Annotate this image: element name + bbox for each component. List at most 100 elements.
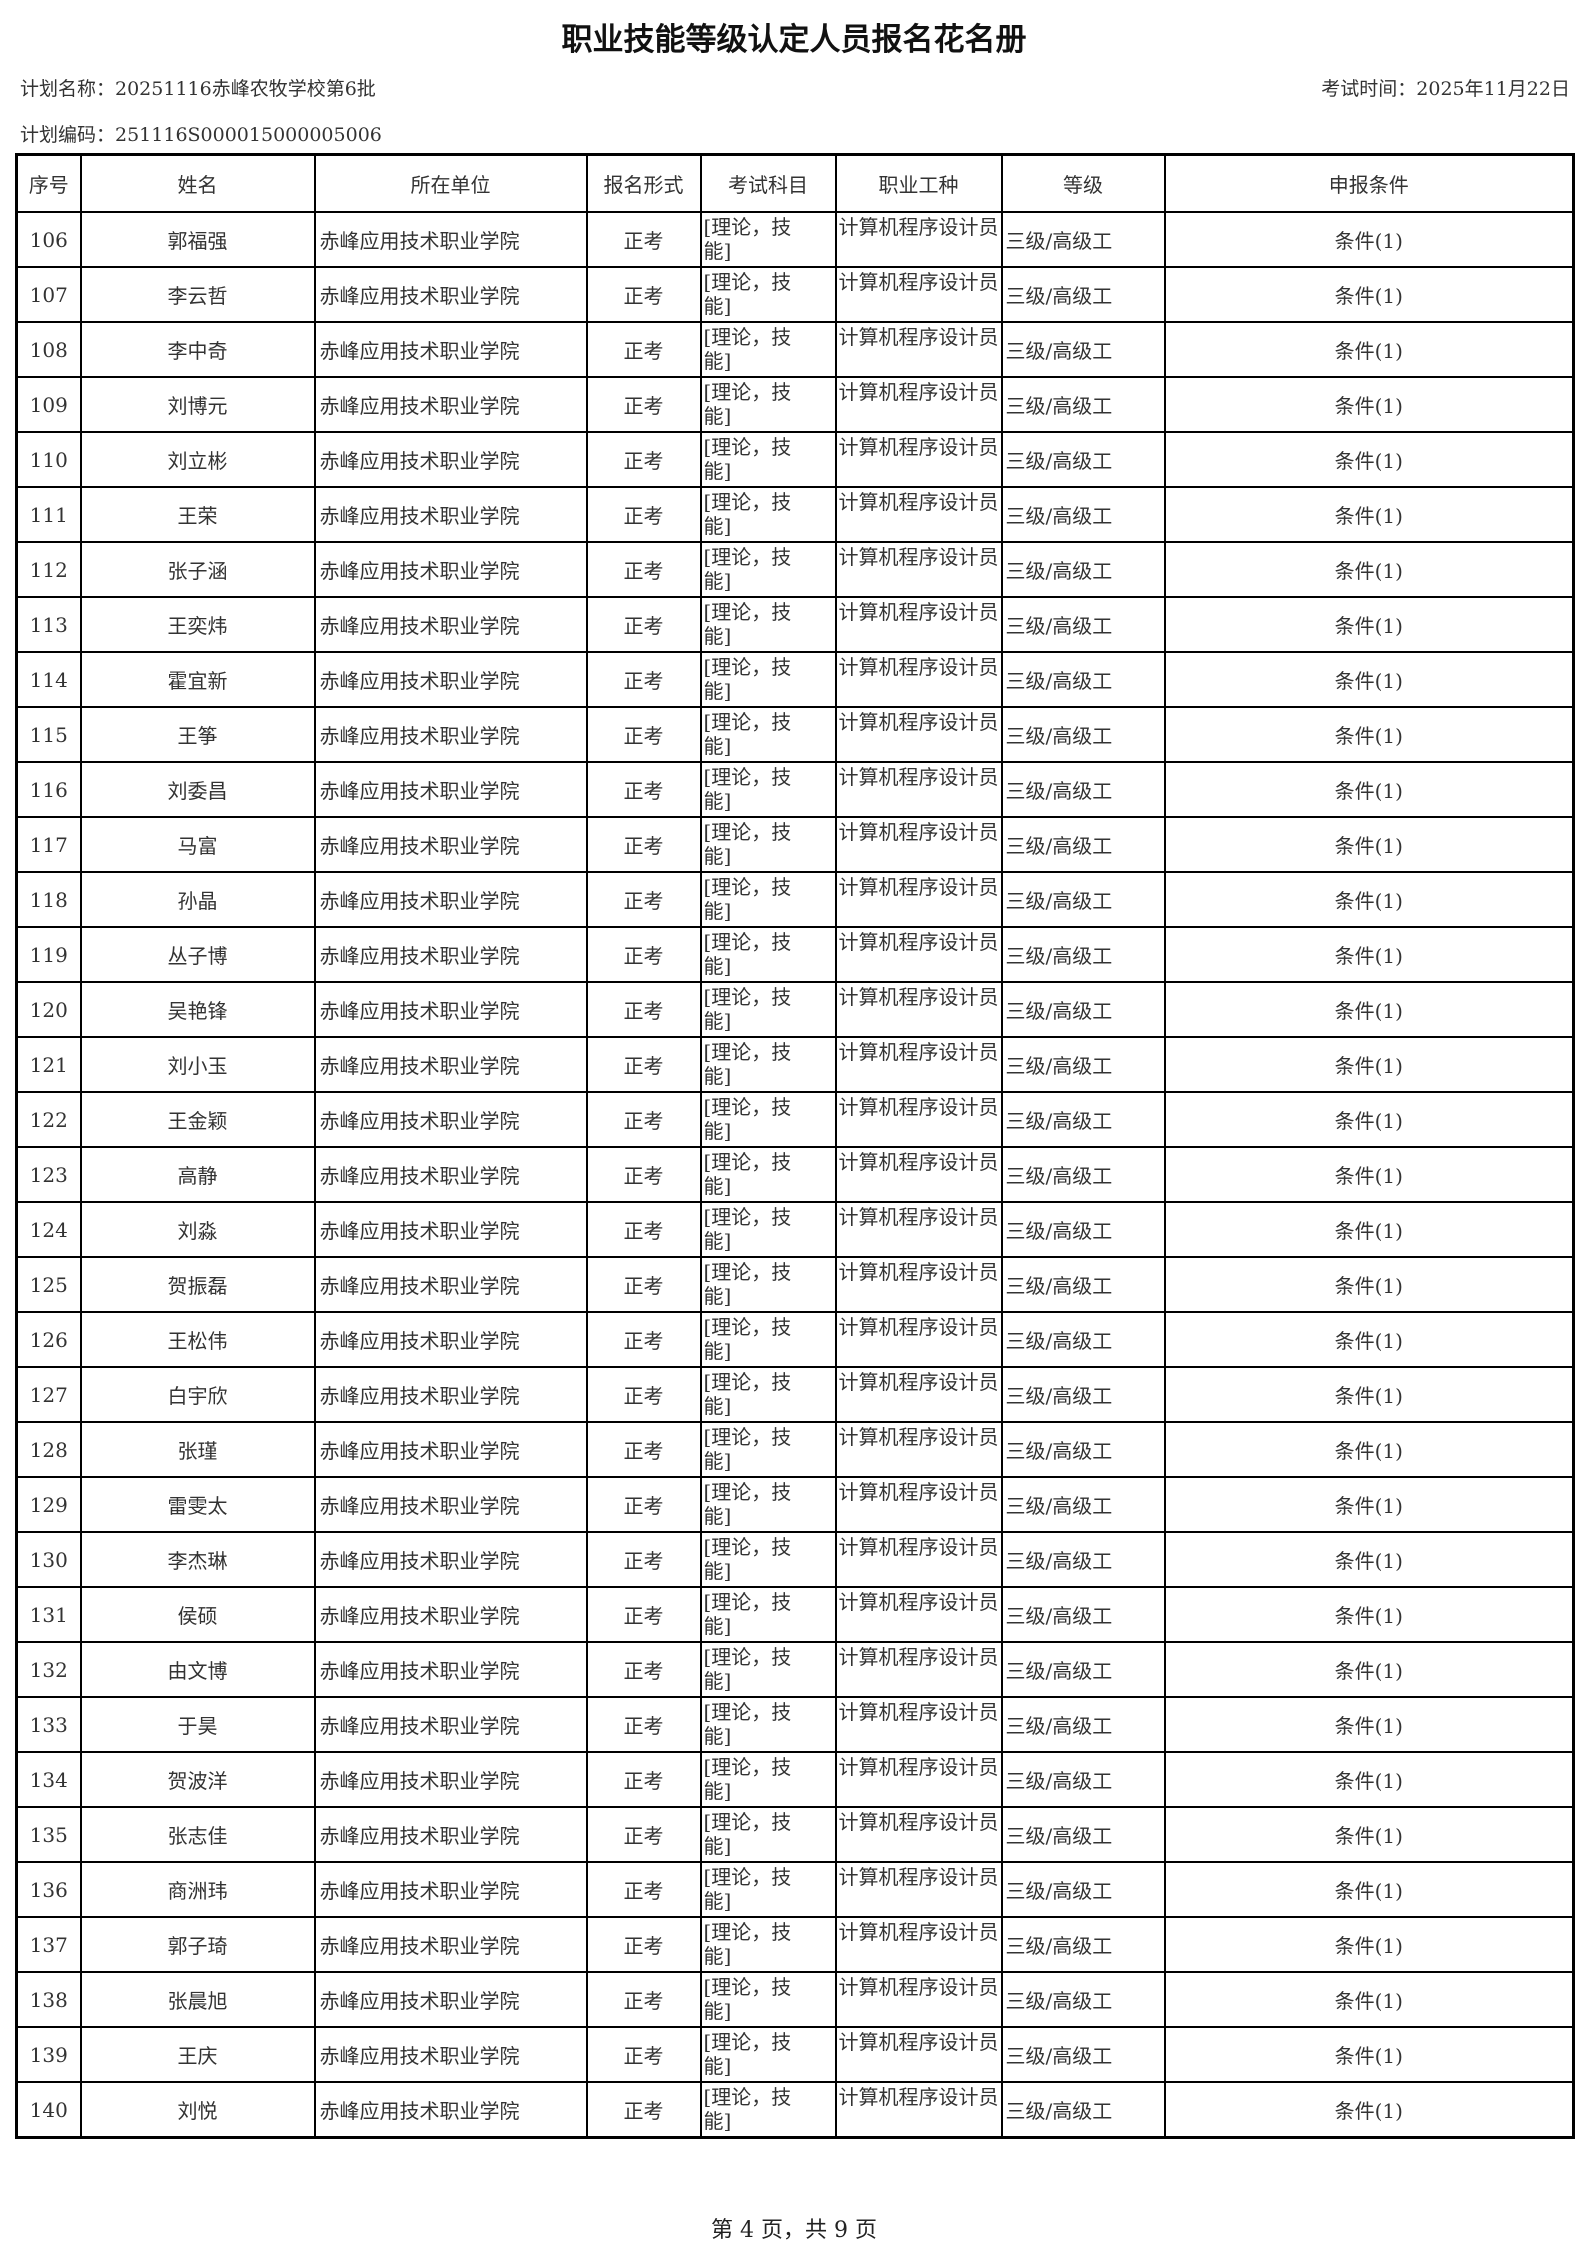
- cell-level: 三级/高级工: [1000, 431, 1166, 488]
- cell-subjects: [理论，技能]: [699, 1971, 837, 2028]
- cell-form: 正考: [585, 1421, 702, 1478]
- cell-occupation: 计算机程序设计员: [834, 1036, 1003, 1093]
- cell-name: 张志佳: [79, 1806, 316, 1863]
- cell-subjects: [理论，技能]: [699, 926, 837, 983]
- cell-unit: 赤峰应用技术职业学院: [313, 321, 588, 378]
- table-row: 125 贺振磊 赤峰应用技术职业学院 正考 [理论，技能] 计算机程序设计员 三级/高级工条…: [15, 1256, 1575, 1313]
- cell-level: 三级/高级工: [1000, 1311, 1166, 1368]
- cell-level: 三级/高级工: [1000, 1201, 1166, 1258]
- cell-name: 霍宜新: [79, 651, 316, 708]
- cell-form: 正考: [585, 1311, 702, 1368]
- cell-condition: 条件(1): [1163, 1861, 1575, 1918]
- cell-name: 刘淼: [79, 1201, 316, 1258]
- cell-form: 正考: [585, 596, 702, 653]
- cell-unit: 赤峰应用技术职业学院: [313, 266, 588, 323]
- cell-form: 正考: [585, 1806, 702, 1863]
- cell-name: 吴艳锋: [79, 981, 316, 1038]
- cell-name: 商洲玮: [79, 1861, 316, 1918]
- cell-unit: 赤峰应用技术职业学院: [313, 541, 588, 598]
- cell-unit: 赤峰应用技术职业学院: [313, 1036, 588, 1093]
- cell-no: 132: [15, 1641, 82, 1698]
- cell-unit: 赤峰应用技术职业学院: [313, 651, 588, 708]
- cell-no: 112: [15, 541, 82, 598]
- cell-form: 正考: [585, 1696, 702, 1753]
- cell-form: 正考: [585, 1201, 702, 1258]
- cell-name: 王金颖: [79, 1091, 316, 1148]
- cell-level: 三级/高级工: [1000, 1971, 1166, 2028]
- table-row: 107 李云哲 赤峰应用技术职业学院 正考 [理论，技能] 计算机程序设计员 三级/高级工条…: [15, 266, 1575, 323]
- registration-table: 序号 姓名 所在单位 报名形式 考试科目 职业工种 等级 申报条件 106 郭福强…: [15, 153, 1575, 2139]
- cell-no: 123: [15, 1146, 82, 1203]
- table-row: 134 贺波洋 赤峰应用技术职业学院 正考 [理论，技能] 计算机程序设计员 三级/高级工条…: [15, 1751, 1575, 1808]
- cell-occupation: 计算机程序设计员: [834, 1366, 1003, 1423]
- col-header-level: 等级: [1000, 153, 1166, 213]
- exam-time: 考试时间：2025年11月22日: [1321, 78, 1570, 100]
- table-row: 109 刘博元 赤峰应用技术职业学院 正考 [理论，技能] 计算机程序设计员 三级/高级工条…: [15, 376, 1575, 433]
- cell-name: 由文博: [79, 1641, 316, 1698]
- cell-unit: 赤峰应用技术职业学院: [313, 761, 588, 818]
- cell-unit: 赤峰应用技术职业学院: [313, 816, 588, 873]
- cell-name: 张晨旭: [79, 1971, 316, 2028]
- cell-level: 三级/高级工: [1000, 1366, 1166, 1423]
- table-row: 120 吴艳锋 赤峰应用技术职业学院 正考 [理论，技能] 计算机程序设计员 三级/高级工条…: [15, 981, 1575, 1038]
- cell-no: 126: [15, 1311, 82, 1368]
- cell-level: 三级/高级工: [1000, 1476, 1166, 1533]
- document-title: 职业技能等级认定人员报名花名册: [561, 22, 1027, 58]
- cell-form: 正考: [585, 926, 702, 983]
- cell-condition: 条件(1): [1163, 1696, 1575, 1753]
- cell-level: 三级/高级工: [1000, 651, 1166, 708]
- plan-code: 计划编码：251116S000015000005006: [20, 124, 382, 146]
- col-header-subjects: 考试科目: [699, 153, 837, 213]
- cell-unit: 赤峰应用技术职业学院: [313, 1421, 588, 1478]
- cell-subjects: [理论，技能]: [699, 816, 837, 873]
- cell-name: 贺波洋: [79, 1751, 316, 1808]
- cell-occupation: 计算机程序设计员: [834, 1311, 1003, 1368]
- table-row: 114 霍宜新 赤峰应用技术职业学院 正考 [理论，技能] 计算机程序设计员 三级/高级工条…: [15, 651, 1575, 708]
- cell-name: 贺振磊: [79, 1256, 316, 1313]
- cell-unit: 赤峰应用技术职业学院: [313, 706, 588, 763]
- table-row: 132 由文博 赤峰应用技术职业学院 正考 [理论，技能] 计算机程序设计员 三级/高级工条…: [15, 1641, 1575, 1698]
- cell-level: 三级/高级工: [1000, 1531, 1166, 1588]
- cell-subjects: [理论，技能]: [699, 376, 837, 433]
- table-row: 118 孙晶 赤峰应用技术职业学院 正考 [理论，技能] 计算机程序设计员 三级/高级工 条件…: [15, 871, 1575, 928]
- cell-level: 三级/高级工: [1000, 541, 1166, 598]
- cell-no: 128: [15, 1421, 82, 1478]
- cell-unit: 赤峰应用技术职业学院: [313, 1641, 588, 1698]
- cell-name: 刘委昌: [79, 761, 316, 818]
- cell-name: 刘小玉: [79, 1036, 316, 1093]
- cell-occupation: 计算机程序设计员: [834, 871, 1003, 928]
- cell-form: 正考: [585, 2081, 702, 2139]
- cell-level: 三级/高级工: [1000, 1421, 1166, 1478]
- table-row: 139 王庆 赤峰应用技术职业学院 正考 [理论，技能] 计算机程序设计员 三级/高级工 条件…: [15, 2026, 1575, 2083]
- cell-occupation: 计算机程序设计员: [834, 211, 1003, 268]
- cell-condition: 条件(1): [1163, 266, 1575, 323]
- cell-condition: 条件(1): [1163, 1531, 1575, 1588]
- cell-unit: 赤峰应用技术职业学院: [313, 431, 588, 488]
- cell-no: 127: [15, 1366, 82, 1423]
- cell-no: 109: [15, 376, 82, 433]
- table-header-row: 序号 姓名 所在单位 报名形式 考试科目 职业工种 等级 申报条件: [15, 153, 1575, 213]
- cell-occupation: 计算机程序设计员: [834, 1696, 1003, 1753]
- col-header-condition: 申报条件: [1163, 153, 1575, 213]
- cell-condition: 条件(1): [1163, 651, 1575, 708]
- cell-name: 刘立彬: [79, 431, 316, 488]
- cell-name: 马富: [79, 816, 316, 873]
- cell-name: 张子涵: [79, 541, 316, 598]
- cell-subjects: [理论，技能]: [699, 1476, 837, 1533]
- cell-name: 李中奇: [79, 321, 316, 378]
- cell-level: 三级/高级工: [1000, 1696, 1166, 1753]
- cell-level: 三级/高级工: [1000, 1861, 1166, 1918]
- cell-unit: 赤峰应用技术职业学院: [313, 1861, 588, 1918]
- cell-no: 131: [15, 1586, 82, 1643]
- cell-unit: 赤峰应用技术职业学院: [313, 1311, 588, 1368]
- cell-unit: 赤峰应用技术职业学院: [313, 1256, 588, 1313]
- cell-name: 张瑾: [79, 1421, 316, 1478]
- cell-form: 正考: [585, 1751, 702, 1808]
- cell-level: 三级/高级工: [1000, 1916, 1166, 1973]
- cell-unit: 赤峰应用技术职业学院: [313, 1146, 588, 1203]
- cell-no: 135: [15, 1806, 82, 1863]
- cell-condition: 条件(1): [1163, 981, 1575, 1038]
- cell-subjects: [理论，技能]: [699, 651, 837, 708]
- cell-occupation: 计算机程序设计员: [834, 376, 1003, 433]
- cell-name: 王筝: [79, 706, 316, 763]
